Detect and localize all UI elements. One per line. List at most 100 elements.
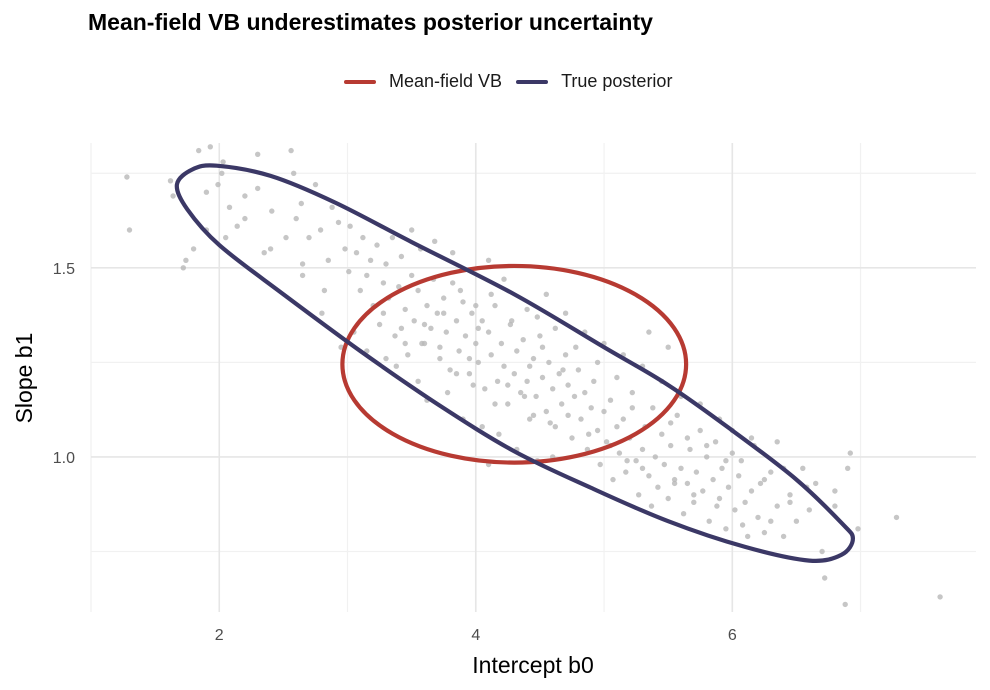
- sample-point: [633, 458, 639, 464]
- sample-point: [488, 291, 494, 297]
- sample-point: [293, 215, 299, 222]
- sample-point: [319, 310, 325, 316]
- sample-point: [597, 461, 603, 468]
- sample-points: [124, 144, 943, 608]
- sample-point: [710, 476, 716, 483]
- sample-point: [242, 193, 248, 199]
- sample-point: [494, 378, 501, 384]
- sample-point: [402, 306, 408, 313]
- sample-point: [380, 280, 387, 286]
- legend-item-true-posterior: True posterior: [516, 71, 672, 92]
- sample-point: [787, 499, 793, 505]
- legend-item-vb: Mean-field VB: [344, 71, 502, 92]
- sample-point: [530, 355, 537, 362]
- sample-point: [207, 144, 213, 150]
- sample-point: [469, 310, 475, 316]
- sample-point: [594, 427, 601, 434]
- sample-point: [347, 223, 353, 229]
- x-tick-label: 4: [471, 627, 480, 644]
- sample-point: [415, 378, 421, 384]
- sample-point: [524, 378, 530, 384]
- sample-point: [738, 458, 744, 464]
- posterior-ellipses: [174, 163, 856, 563]
- sample-point: [780, 533, 787, 540]
- sample-point: [639, 465, 646, 471]
- sample-point: [329, 204, 335, 210]
- sample-point: [646, 473, 652, 479]
- sample-point: [691, 492, 697, 498]
- sample-point: [723, 458, 729, 464]
- sample-point: [485, 257, 492, 263]
- sample-point: [591, 378, 597, 384]
- sample-point: [565, 382, 571, 388]
- sample-point: [533, 393, 539, 400]
- sample-point: [453, 371, 460, 377]
- sample-point: [620, 416, 626, 422]
- sample-point: [269, 208, 275, 214]
- x-tick-label: 2: [215, 627, 224, 644]
- sample-point: [255, 185, 261, 192]
- sample-point: [521, 393, 528, 400]
- sample-point: [768, 469, 774, 475]
- sample-point: [357, 287, 363, 294]
- sample-point: [376, 321, 383, 328]
- sample-point: [691, 499, 697, 505]
- sample-point: [716, 495, 723, 502]
- sample-point: [126, 227, 133, 233]
- sample-point: [488, 352, 494, 358]
- sample-point: [614, 424, 620, 430]
- sample-point: [668, 420, 674, 426]
- sample-point: [819, 548, 825, 555]
- sample-point: [636, 492, 642, 498]
- sample-point: [496, 431, 502, 437]
- sample-point: [441, 310, 447, 316]
- sample-point: [501, 276, 507, 282]
- sample-point: [485, 329, 492, 335]
- sample-point: [832, 488, 838, 494]
- tick-labels: 2 4 6 1.0 1.5: [53, 261, 737, 644]
- sample-point: [748, 435, 755, 441]
- true-posterior-contour: [174, 163, 856, 563]
- sample-point: [787, 492, 793, 498]
- mean-field-vb-contour: [340, 263, 689, 465]
- sample-point: [855, 526, 861, 532]
- sample-point: [170, 193, 176, 199]
- sample-point: [687, 446, 693, 453]
- sample-point: [419, 340, 425, 347]
- sample-point: [845, 465, 851, 471]
- sample-point: [183, 257, 189, 263]
- sample-point: [629, 389, 635, 396]
- sample-point: [793, 518, 800, 524]
- sample-point: [342, 246, 348, 252]
- sample-point: [479, 318, 485, 324]
- sample-point: [704, 454, 710, 460]
- sample-point: [505, 382, 511, 388]
- sample-point: [527, 416, 533, 422]
- sample-point: [392, 333, 398, 339]
- sample-point: [534, 314, 540, 320]
- sample-point: [539, 374, 546, 381]
- sample-point: [729, 450, 735, 456]
- sample-point: [396, 284, 402, 290]
- sample-point: [614, 374, 620, 381]
- sample-point: [678, 465, 684, 471]
- sample-point: [364, 272, 370, 279]
- sample-point: [736, 473, 742, 479]
- sample-point: [346, 268, 352, 275]
- sample-point: [203, 189, 210, 195]
- sample-point: [671, 480, 678, 487]
- sample-point: [306, 234, 312, 241]
- sample-point: [223, 234, 229, 241]
- sample-point: [524, 306, 530, 313]
- sample-point: [813, 480, 819, 487]
- sample-point: [569, 435, 575, 441]
- sample-point: [466, 371, 473, 377]
- sample-point: [586, 431, 592, 437]
- sample-point: [255, 151, 261, 157]
- sample-point: [650, 405, 656, 411]
- sample-point: [745, 533, 751, 540]
- sample-point: [680, 511, 687, 517]
- sample-point: [220, 159, 226, 165]
- sample-point: [424, 302, 430, 309]
- sample-point: [482, 386, 488, 392]
